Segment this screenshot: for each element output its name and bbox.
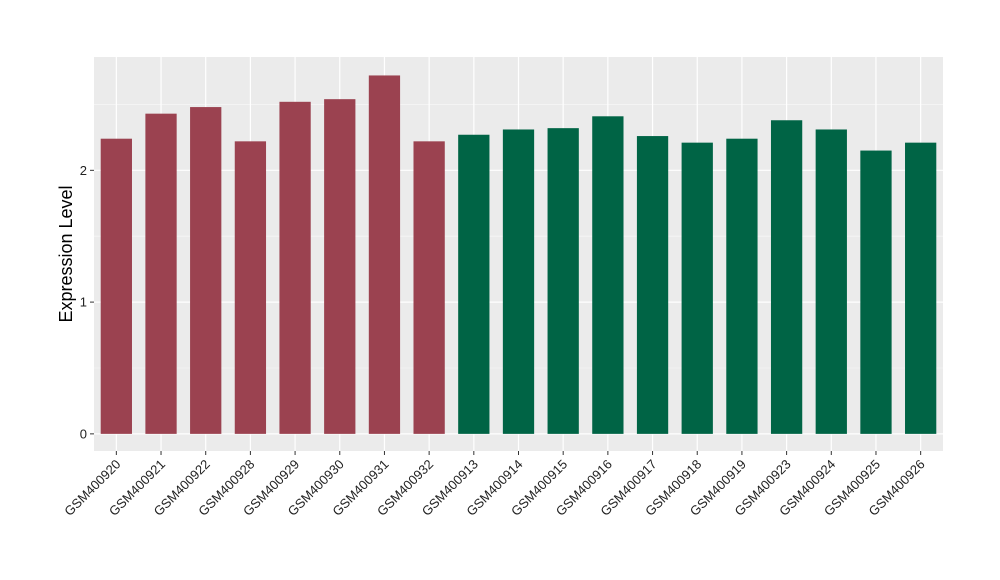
bar-GSM400920: [100, 138, 132, 434]
bar-GSM400923: [770, 120, 803, 434]
bar-GSM400914: [502, 129, 535, 434]
bar-GSM400919: [726, 138, 758, 434]
bar-GSM400922: [190, 107, 222, 434]
y-tick-label-2: 2: [80, 163, 87, 178]
bar-GSM400931: [368, 75, 401, 434]
bar-GSM400928: [234, 141, 267, 434]
y-tick-label-1: 1: [80, 295, 87, 310]
bar-GSM400921: [145, 113, 177, 434]
bar-GSM400924: [815, 129, 847, 434]
y-axis-title: Expression Level: [56, 185, 76, 322]
y-axis: 0 1 2: [80, 163, 94, 441]
bar-GSM400917: [636, 136, 669, 434]
bar-GSM400916: [592, 116, 624, 434]
x-axis: GSM400920GSM400921GSM400922GSM400928GSM4…: [61, 451, 928, 519]
bar-GSM400915: [547, 128, 579, 434]
y-tick-label-0: 0: [80, 426, 87, 441]
bar-GSM400929: [279, 101, 311, 434]
bar-GSM400930: [324, 99, 356, 434]
bar-GSM400926: [905, 142, 937, 434]
bar-GSM400913: [458, 134, 490, 434]
bar-GSM400925: [860, 150, 892, 434]
bars: [100, 75, 937, 434]
bar-GSM400932: [413, 141, 445, 434]
bar-GSM400918: [681, 142, 713, 434]
